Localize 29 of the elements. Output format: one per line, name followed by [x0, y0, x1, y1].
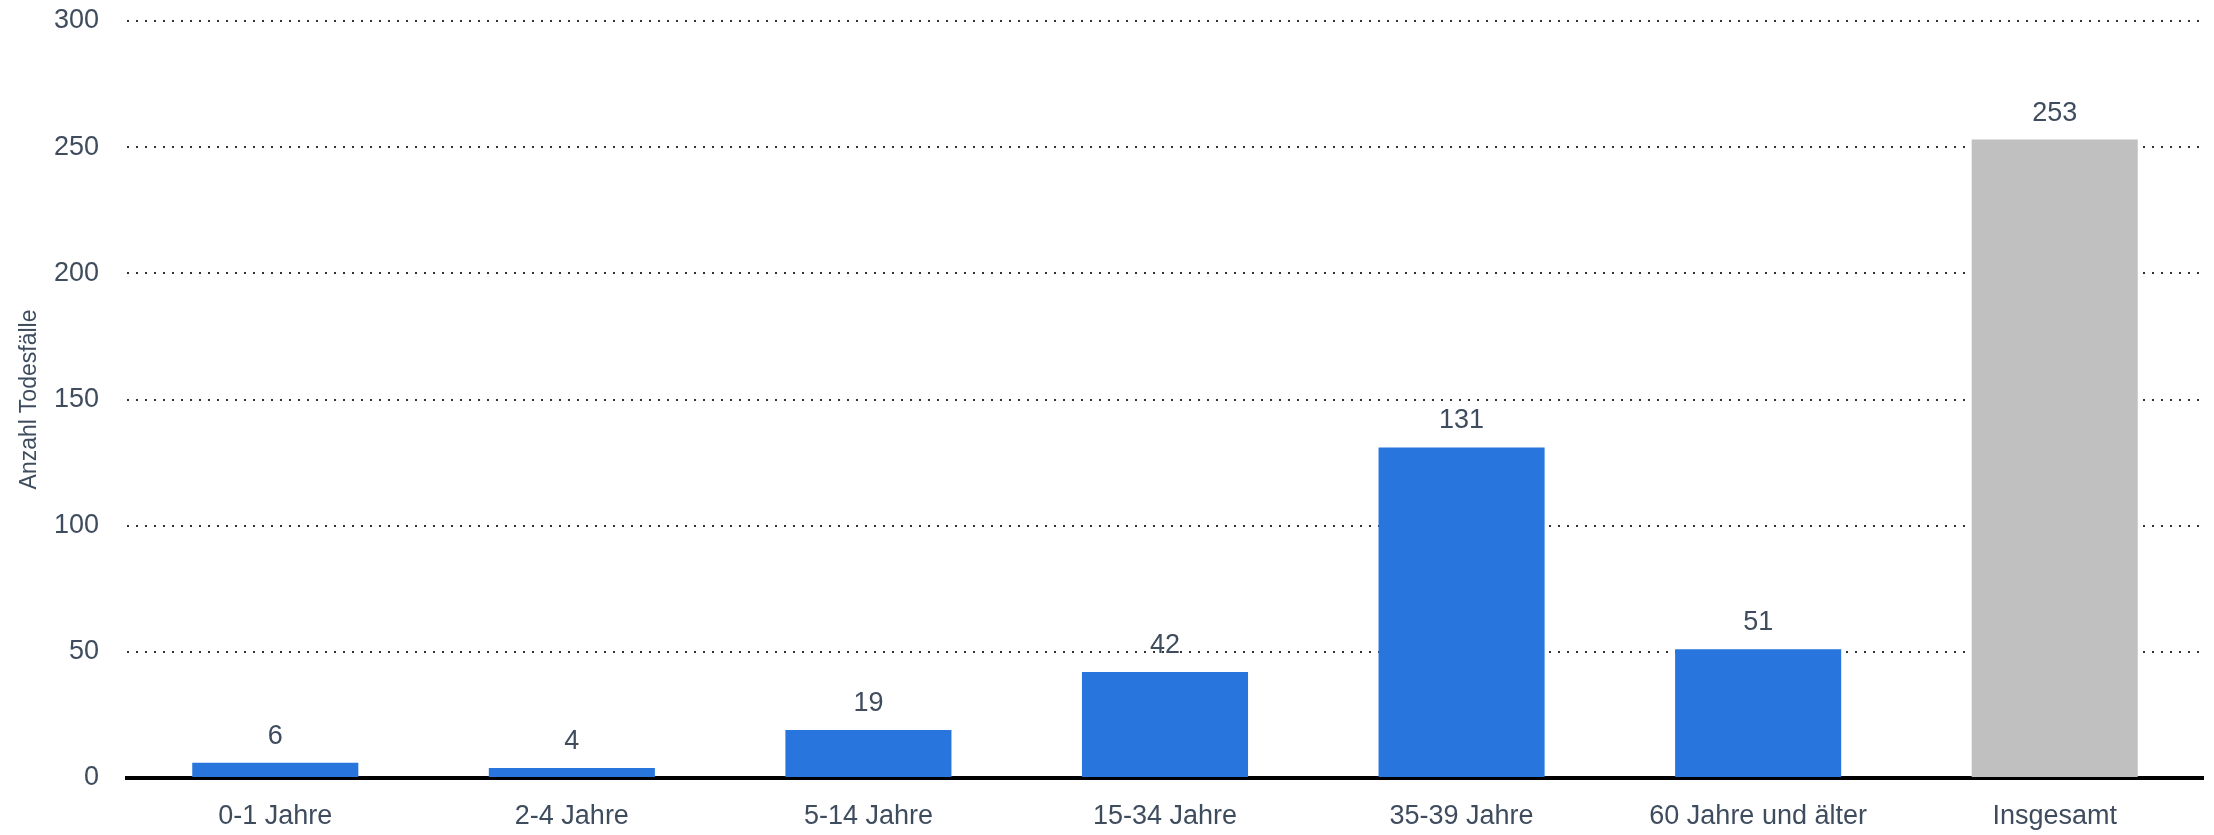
data-label: 6 [267, 719, 283, 750]
y-tick-label: 200 [53, 256, 99, 287]
data-label: 4 [564, 724, 580, 755]
x-tick-label: 0-1 Jahre [218, 799, 333, 830]
y-tick-label: 150 [53, 382, 99, 413]
bar [1081, 672, 1249, 777]
data-label: 253 [2032, 96, 2078, 127]
x-tick-label: 60 Jahre und älter [1649, 799, 1867, 830]
y-tick-label: 300 [53, 4, 99, 35]
data-label: 42 [1149, 628, 1181, 659]
bar [192, 762, 359, 777]
data-label: 51 [1743, 606, 1774, 637]
x-tick-label: 5-14 Jahre [803, 799, 933, 830]
x-tick-label: 2-4 Jahre [514, 799, 629, 830]
x-tick-label: 35-39 Jahre [1389, 799, 1534, 830]
data-label: 131 [1439, 404, 1485, 435]
bar [1971, 139, 2138, 777]
y-tick-label: 50 [68, 635, 99, 666]
x-tick-label: 15-34 Jahre [1092, 799, 1238, 830]
y-tick-label: 0 [83, 761, 99, 792]
bar [1675, 649, 1842, 777]
y-tick-label: 100 [53, 509, 99, 540]
bar [488, 767, 655, 777]
bar [1378, 447, 1545, 777]
data-label: 19 [853, 687, 884, 718]
bar [785, 730, 952, 777]
x-tick-label: Insgesamt [1992, 799, 2118, 830]
y-axis-title: Anzahl Todesfälle [15, 309, 42, 490]
y-tick-label: 250 [53, 130, 99, 161]
